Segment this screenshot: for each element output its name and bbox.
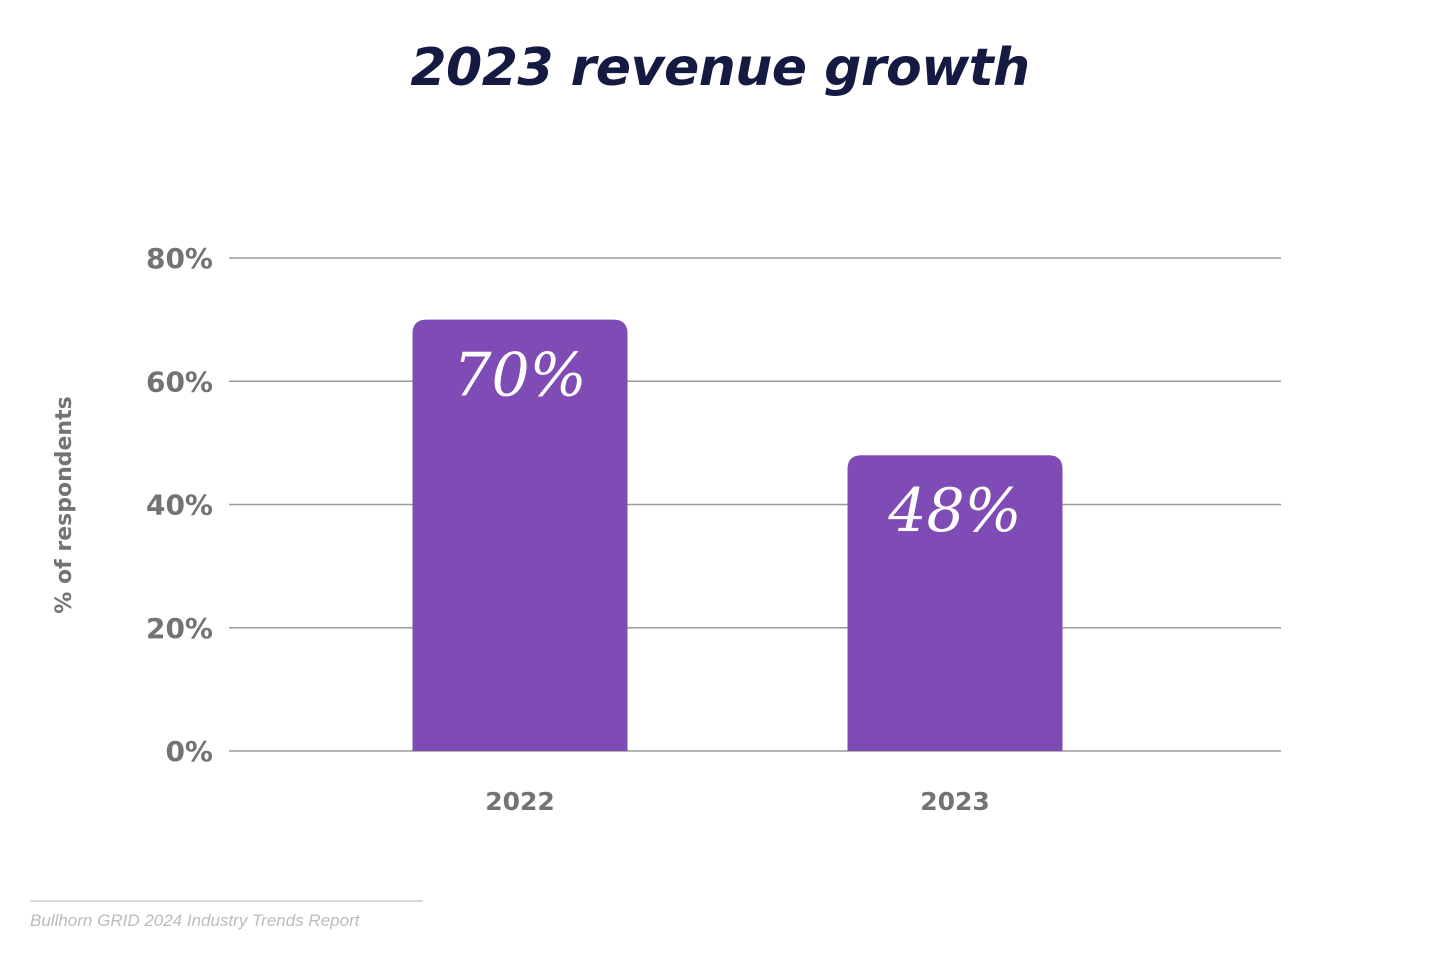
source-note: Bullhorn GRID 2024 Industry Trends Repor… [30,911,360,930]
footer-divider [30,900,423,902]
y-tick-label: 20% [146,612,213,645]
x-tick-label: 2022 [485,787,555,816]
bar-2022 [412,319,628,751]
bar-value-label: 70% [453,341,586,411]
x-tick-label: 2023 [920,787,990,816]
gridlines [229,257,1281,752]
bars: 70% 48% [412,319,1063,751]
bar-2023 [847,455,1063,751]
y-tick-label: 80% [146,242,213,275]
bar-value-label: 48% [887,476,1021,546]
x-axis-ticks: 2022 2023 [485,787,990,816]
y-axis-ticks: 0% 20% 40% 60% 80% [146,242,213,768]
y-tick-label: 0% [165,735,213,768]
y-tick-label: 60% [146,365,213,398]
y-tick-label: 40% [146,489,213,522]
chart-title: 2023 revenue growth [410,38,1030,98]
y-axis-label: % of respondents [52,396,77,613]
